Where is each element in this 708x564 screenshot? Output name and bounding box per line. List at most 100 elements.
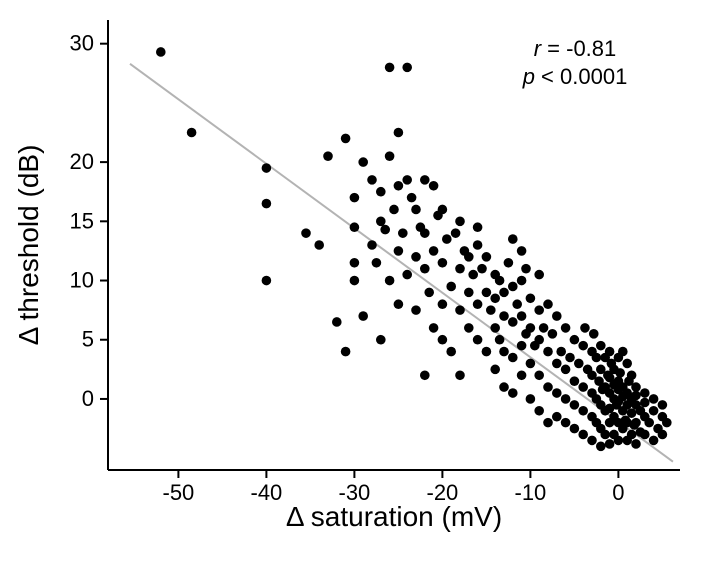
data-point	[358, 157, 368, 167]
data-point	[627, 370, 637, 380]
data-point	[394, 181, 404, 191]
data-point	[367, 175, 377, 185]
data-point	[468, 270, 478, 280]
data-point	[508, 282, 518, 292]
data-point	[543, 418, 553, 428]
data-point	[552, 412, 562, 422]
data-point	[411, 252, 421, 262]
y-tick-label: 0	[82, 386, 94, 411]
data-point	[385, 63, 395, 73]
data-point	[534, 335, 544, 345]
data-point	[574, 359, 584, 369]
data-point	[429, 323, 439, 333]
data-point	[534, 406, 544, 416]
data-point	[640, 388, 650, 398]
data-point	[402, 270, 412, 280]
data-point	[605, 347, 615, 357]
data-point	[455, 305, 465, 315]
data-point	[526, 359, 536, 369]
data-point	[358, 311, 368, 321]
data-point	[526, 323, 536, 333]
data-point	[350, 258, 360, 268]
data-point	[490, 365, 500, 375]
data-point	[578, 341, 588, 351]
y-tick-label: 10	[70, 268, 94, 293]
data-point	[517, 311, 527, 321]
data-point	[314, 240, 324, 250]
data-point	[658, 400, 668, 410]
data-point	[350, 222, 360, 232]
data-point	[605, 439, 615, 449]
data-point	[429, 181, 439, 191]
data-point	[561, 418, 571, 428]
data-point	[464, 323, 474, 333]
data-point	[385, 276, 395, 286]
data-point	[156, 47, 166, 57]
data-point	[508, 317, 518, 327]
data-point	[640, 398, 650, 408]
data-point	[402, 175, 412, 185]
x-tick-label: 0	[612, 480, 624, 505]
data-point	[482, 347, 492, 357]
y-tick-label: 20	[70, 149, 94, 174]
data-point	[589, 329, 599, 339]
data-point	[429, 246, 439, 256]
data-point	[552, 359, 562, 369]
data-point	[578, 430, 588, 440]
data-point	[442, 234, 452, 244]
data-point	[420, 264, 430, 274]
data-point	[508, 234, 518, 244]
data-point	[521, 264, 531, 274]
data-point	[592, 353, 602, 363]
data-point	[420, 228, 430, 238]
data-point	[631, 418, 641, 428]
data-point	[495, 335, 505, 345]
x-tick-label: -40	[251, 480, 283, 505]
data-point	[622, 359, 632, 369]
data-point	[332, 317, 342, 327]
data-point	[543, 382, 553, 392]
data-point	[455, 370, 465, 380]
y-tick-label: 5	[82, 327, 94, 352]
data-point	[350, 193, 360, 203]
data-point	[499, 288, 509, 298]
data-point	[631, 439, 641, 449]
data-point	[376, 217, 386, 227]
data-point	[526, 293, 536, 303]
data-point	[627, 408, 637, 418]
data-point	[552, 388, 562, 398]
data-point	[473, 240, 483, 250]
data-point	[517, 341, 527, 351]
data-point	[464, 252, 474, 262]
data-point	[508, 388, 518, 398]
data-point	[615, 368, 625, 378]
data-point	[517, 246, 527, 256]
data-point	[499, 347, 509, 357]
data-point	[262, 199, 272, 209]
data-point	[508, 353, 518, 363]
y-axis-title: Δ threshold (dB)	[13, 145, 44, 346]
data-point	[662, 418, 672, 428]
data-point	[389, 205, 399, 215]
data-point	[539, 323, 549, 333]
data-point	[543, 347, 553, 357]
data-point	[407, 193, 417, 203]
data-point	[473, 222, 483, 232]
data-point	[561, 365, 571, 375]
data-point	[482, 288, 492, 298]
data-point	[341, 134, 351, 144]
data-point	[490, 323, 500, 333]
data-point	[438, 335, 448, 345]
data-point	[262, 276, 272, 286]
data-point	[570, 376, 580, 386]
data-point	[367, 240, 377, 250]
data-point	[482, 252, 492, 262]
data-point	[424, 288, 434, 298]
data-point	[446, 347, 456, 357]
data-point	[565, 353, 575, 363]
data-point	[473, 299, 483, 309]
data-point	[570, 400, 580, 410]
data-point	[455, 264, 465, 274]
data-point	[477, 264, 487, 274]
data-point	[658, 430, 668, 440]
